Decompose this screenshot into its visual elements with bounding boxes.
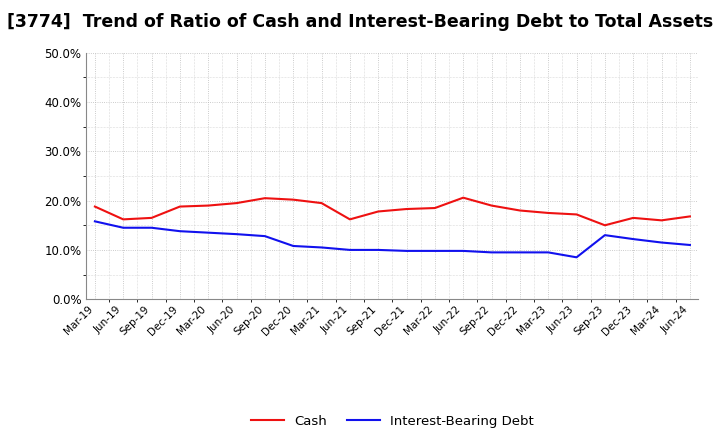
Interest-Bearing Debt [516,250,524,255]
Interest-Bearing Debt [459,248,467,253]
Interest-Bearing Debt [487,250,496,255]
Interest-Bearing Debt [233,231,241,237]
Cash [289,197,297,202]
Interest-Bearing Debt [657,240,666,245]
Cash [600,223,609,228]
Cash [261,195,269,201]
Line: Interest-Bearing Debt: Interest-Bearing Debt [95,221,690,257]
Cash [233,201,241,206]
Text: [3774]  Trend of Ratio of Cash and Interest-Bearing Debt to Total Assets: [3774] Trend of Ratio of Cash and Intere… [7,13,713,31]
Cash [374,209,382,214]
Cash [346,217,354,222]
Cash [318,201,326,206]
Line: Cash: Cash [95,198,690,225]
Interest-Bearing Debt [91,219,99,224]
Interest-Bearing Debt [685,242,694,248]
Interest-Bearing Debt [289,243,297,249]
Cash [204,203,212,208]
Cash [544,210,552,216]
Interest-Bearing Debt [572,255,581,260]
Interest-Bearing Debt [318,245,326,250]
Cash [459,195,467,200]
Interest-Bearing Debt [261,234,269,239]
Cash [629,215,637,220]
Interest-Bearing Debt [431,248,439,253]
Cash [572,212,581,217]
Cash [402,206,411,212]
Interest-Bearing Debt [402,248,411,253]
Cash [657,218,666,223]
Cash [685,214,694,219]
Cash [431,205,439,211]
Interest-Bearing Debt [148,225,156,231]
Interest-Bearing Debt [374,247,382,253]
Interest-Bearing Debt [346,247,354,253]
Interest-Bearing Debt [119,225,127,231]
Cash [487,203,496,208]
Cash [148,215,156,220]
Interest-Bearing Debt [176,228,184,234]
Cash [91,204,99,209]
Interest-Bearing Debt [204,230,212,235]
Legend: Cash, Interest-Bearing Debt: Cash, Interest-Bearing Debt [246,409,539,433]
Cash [176,204,184,209]
Cash [119,217,127,222]
Interest-Bearing Debt [600,232,609,238]
Interest-Bearing Debt [629,236,637,242]
Cash [516,208,524,213]
Interest-Bearing Debt [544,250,552,255]
